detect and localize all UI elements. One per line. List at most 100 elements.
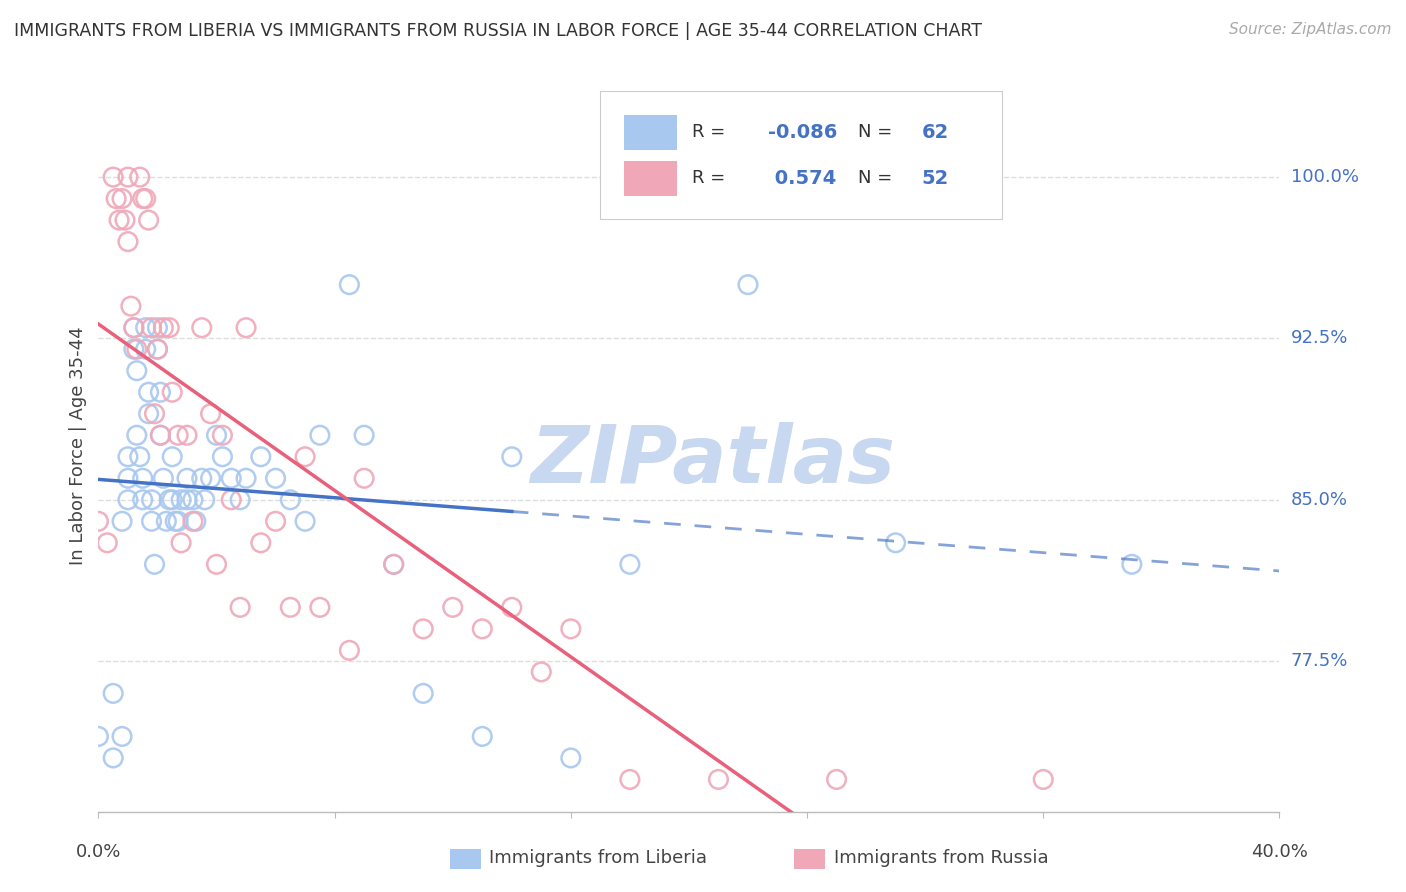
Text: IMMIGRANTS FROM LIBERIA VS IMMIGRANTS FROM RUSSIA IN LABOR FORCE | AGE 35-44 COR: IMMIGRANTS FROM LIBERIA VS IMMIGRANTS FR…: [14, 22, 981, 40]
Point: [501, 600, 523, 615]
Point: [229, 492, 252, 507]
Point: [250, 450, 273, 464]
Point: [619, 558, 641, 572]
Point: [146, 320, 169, 334]
Point: [111, 192, 134, 206]
Point: [141, 320, 163, 334]
Text: 100.0%: 100.0%: [1291, 168, 1358, 186]
Point: [181, 514, 204, 528]
Point: [176, 492, 198, 507]
Point: [114, 213, 136, 227]
Point: [157, 320, 180, 334]
Point: [125, 428, 148, 442]
Point: [132, 192, 155, 206]
Point: [884, 536, 907, 550]
Point: [149, 428, 172, 442]
Point: [103, 751, 125, 765]
Point: [117, 170, 139, 185]
Point: [737, 277, 759, 292]
Text: Source: ZipAtlas.com: Source: ZipAtlas.com: [1229, 22, 1392, 37]
Point: [141, 492, 163, 507]
Point: [117, 450, 139, 464]
Point: [309, 600, 332, 615]
Text: 92.5%: 92.5%: [1291, 329, 1348, 348]
Point: [135, 342, 157, 356]
Point: [191, 320, 214, 334]
Text: 77.5%: 77.5%: [1291, 652, 1348, 670]
Text: N =: N =: [858, 123, 891, 141]
Point: [353, 471, 375, 485]
Point: [412, 622, 434, 636]
Point: [167, 514, 190, 528]
Point: [501, 450, 523, 464]
Point: [250, 536, 273, 550]
Point: [111, 730, 134, 744]
Point: [122, 320, 145, 334]
Point: [125, 342, 148, 356]
Point: [167, 428, 190, 442]
Point: [141, 514, 163, 528]
Point: [152, 471, 174, 485]
Point: [135, 192, 157, 206]
Point: [122, 320, 145, 334]
Point: [143, 558, 166, 572]
Text: ZIPatlas: ZIPatlas: [530, 422, 896, 500]
Text: 52: 52: [921, 169, 949, 188]
Point: [135, 320, 157, 334]
Point: [143, 407, 166, 421]
Point: [294, 514, 316, 528]
Point: [309, 428, 332, 442]
Text: 62: 62: [921, 123, 949, 142]
Point: [152, 320, 174, 334]
Point: [96, 536, 118, 550]
Point: [138, 213, 160, 227]
Point: [264, 471, 287, 485]
Point: [149, 428, 172, 442]
Text: R =: R =: [693, 169, 725, 187]
Point: [353, 428, 375, 442]
Point: [278, 492, 302, 507]
Point: [382, 558, 405, 572]
Point: [162, 492, 183, 507]
Point: [108, 213, 131, 227]
Point: [560, 751, 582, 765]
Point: [200, 471, 222, 485]
Point: [128, 170, 150, 185]
Point: [412, 686, 434, 700]
Point: [176, 428, 198, 442]
Point: [162, 450, 183, 464]
Point: [170, 492, 193, 507]
Point: [146, 342, 169, 356]
Point: [219, 471, 242, 485]
Point: [103, 170, 125, 185]
Point: [211, 450, 233, 464]
Point: [235, 471, 257, 485]
Point: [1121, 558, 1143, 572]
Point: [146, 342, 169, 356]
Text: Immigrants from Russia: Immigrants from Russia: [834, 849, 1049, 867]
Point: [205, 428, 228, 442]
Point: [471, 730, 494, 744]
Point: [219, 492, 242, 507]
Point: [105, 192, 128, 206]
Bar: [624, 115, 678, 150]
Point: [165, 514, 187, 528]
Text: -0.086: -0.086: [768, 123, 838, 142]
Point: [111, 514, 134, 528]
Point: [235, 320, 257, 334]
Text: N =: N =: [858, 169, 891, 187]
Point: [117, 235, 139, 249]
Point: [155, 514, 177, 528]
Point: [138, 407, 160, 421]
Point: [441, 600, 464, 615]
Point: [619, 772, 641, 787]
Point: [181, 492, 204, 507]
Point: [122, 342, 145, 356]
Point: [184, 514, 207, 528]
Y-axis label: In Labor Force | Age 35-44: In Labor Force | Age 35-44: [69, 326, 87, 566]
Point: [117, 492, 139, 507]
Text: 85.0%: 85.0%: [1291, 491, 1348, 508]
Point: [211, 428, 233, 442]
Point: [125, 364, 148, 378]
Point: [87, 730, 110, 744]
